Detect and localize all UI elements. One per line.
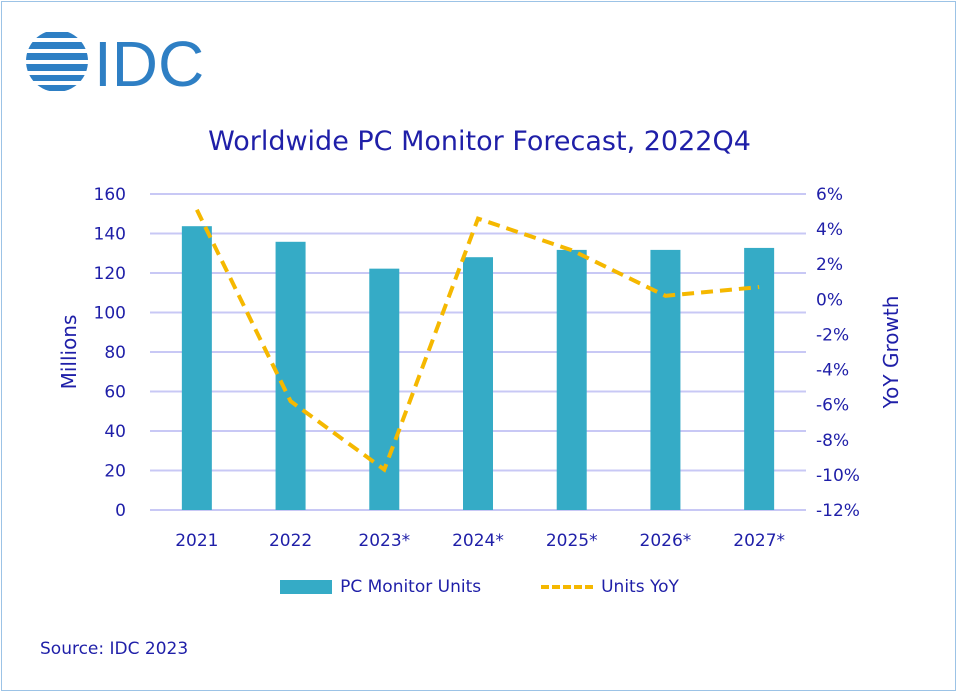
y2-tick-label: 6% xyxy=(816,185,843,205)
x-tick-label: 2025* xyxy=(546,531,598,551)
legend: PC Monitor Units Units YoY xyxy=(0,577,959,597)
y-tick-label: 160 xyxy=(94,185,126,205)
idc-logo: IDC xyxy=(24,28,224,100)
x-tick-label: 2022 xyxy=(269,531,312,551)
y-tick-label: 140 xyxy=(94,225,126,245)
bar xyxy=(556,249,587,510)
bar xyxy=(463,257,493,510)
legend-item-line: Units YoY xyxy=(541,577,679,597)
x-tick-label: 2021 xyxy=(175,531,218,551)
y-axis-label: Millions xyxy=(57,315,81,390)
y-tick-label: 40 xyxy=(104,422,126,442)
x-tick-label: 2027* xyxy=(733,531,785,551)
bar xyxy=(369,268,400,510)
y-tick-label: 80 xyxy=(104,343,126,363)
bar xyxy=(650,249,681,510)
y2-tick-label: 2% xyxy=(816,255,843,275)
y-tick-label: 100 xyxy=(94,304,126,324)
x-tick-label: 2024* xyxy=(452,531,504,551)
y-tick-label: 20 xyxy=(104,462,126,482)
y2-tick-label: 0% xyxy=(816,290,843,310)
legend-swatch-bar xyxy=(280,580,333,594)
y2-tick-label: -6% xyxy=(816,396,849,416)
x-tick-label: 2023* xyxy=(358,531,410,551)
y2-axis-label: YoY Growth xyxy=(879,296,903,410)
y2-tick-label: -12% xyxy=(816,501,860,521)
y2-tick-label: -2% xyxy=(816,325,849,345)
y-tick-label: 120 xyxy=(94,264,126,284)
source-note: Source: IDC 2023 xyxy=(40,639,189,659)
bar xyxy=(181,226,212,510)
legend-label: PC Monitor Units xyxy=(340,577,482,597)
y2-tick-label: -4% xyxy=(816,361,849,381)
y2-tick-label: -8% xyxy=(816,431,849,451)
legend-item-bars: PC Monitor Units xyxy=(280,577,481,597)
legend-label: Units YoY xyxy=(601,577,679,597)
x-tick-label: 2026* xyxy=(640,531,692,551)
chart-title: Worldwide PC Monitor Forecast, 2022Q4 xyxy=(208,126,751,157)
y2-tick-label: -10% xyxy=(816,466,860,486)
bar xyxy=(744,247,775,511)
y-tick-label: 0 xyxy=(115,501,126,521)
logo-text: IDC xyxy=(94,28,204,94)
legend-swatch-line xyxy=(541,585,594,589)
y-tick-label: 60 xyxy=(104,383,126,403)
bar xyxy=(275,241,306,511)
y2-tick-label: 4% xyxy=(816,220,843,240)
